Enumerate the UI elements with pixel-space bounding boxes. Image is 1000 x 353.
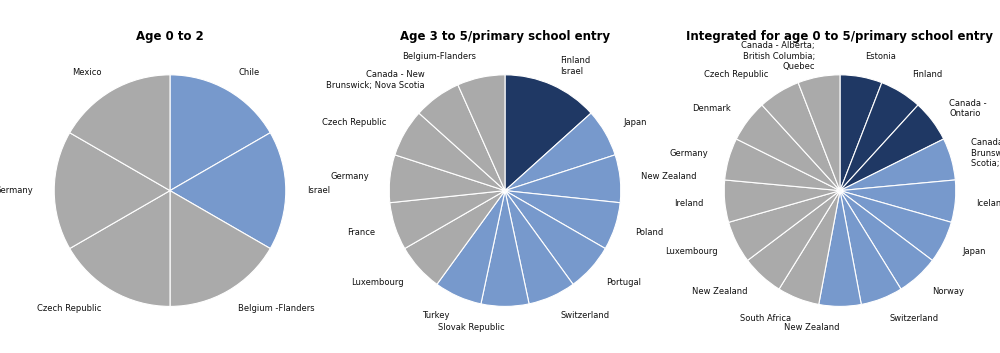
Text: Slovak Republic: Slovak Republic [438, 323, 505, 332]
Text: Czech Republic: Czech Republic [322, 118, 387, 127]
Wedge shape [748, 191, 840, 289]
Text: Belgium -Flanders: Belgium -Flanders [238, 304, 315, 313]
Wedge shape [724, 180, 840, 222]
Wedge shape [458, 75, 505, 191]
Text: South Africa: South Africa [740, 313, 791, 323]
Wedge shape [840, 191, 901, 304]
Text: Germany: Germany [0, 186, 33, 195]
Wedge shape [505, 191, 605, 284]
Text: Denmark: Denmark [692, 104, 731, 113]
Wedge shape [395, 113, 505, 191]
Wedge shape [729, 191, 840, 261]
Wedge shape [70, 191, 170, 306]
Wedge shape [736, 105, 840, 191]
Text: Czech Republic: Czech Republic [37, 304, 102, 313]
Text: Switzerland: Switzerland [889, 313, 938, 323]
Wedge shape [819, 191, 861, 306]
Wedge shape [390, 191, 505, 249]
Text: Chile: Chile [238, 68, 260, 77]
Text: Luxembourg: Luxembourg [665, 247, 718, 256]
Wedge shape [762, 83, 840, 191]
Wedge shape [779, 191, 840, 304]
Wedge shape [798, 75, 840, 191]
Text: Finland: Finland [912, 70, 942, 79]
Text: Germany: Germany [330, 172, 369, 181]
Wedge shape [840, 191, 951, 261]
Text: Canada -
Ontario: Canada - Ontario [949, 98, 987, 118]
Wedge shape [840, 83, 918, 191]
Title: Age 0 to 2: Age 0 to 2 [136, 30, 204, 43]
Text: Canada - Alberta;
British Columbia;
Quebec: Canada - Alberta; British Columbia; Queb… [741, 41, 815, 71]
Text: Poland: Poland [635, 228, 663, 237]
Text: Israel: Israel [307, 186, 330, 195]
Text: Canada - New
Brunswick; Nova
Scotia; Quebec: Canada - New Brunswick; Nova Scotia; Que… [971, 138, 1000, 168]
Text: Germany: Germany [670, 149, 709, 158]
Wedge shape [840, 139, 955, 191]
Wedge shape [170, 133, 286, 249]
Wedge shape [481, 191, 529, 306]
Wedge shape [437, 191, 505, 304]
Wedge shape [389, 155, 505, 203]
Text: New Zealand: New Zealand [641, 172, 696, 181]
Wedge shape [170, 191, 270, 306]
Text: Czech Republic: Czech Republic [704, 70, 768, 79]
Wedge shape [505, 75, 591, 191]
Wedge shape [54, 133, 170, 249]
Text: Estonia: Estonia [865, 52, 896, 61]
Text: Belgium-Flanders: Belgium-Flanders [403, 53, 477, 61]
Text: Japan: Japan [962, 247, 986, 256]
Wedge shape [70, 75, 170, 191]
Wedge shape [419, 85, 505, 191]
Wedge shape [505, 155, 621, 203]
Text: France: France [347, 228, 375, 237]
Wedge shape [840, 180, 956, 222]
Text: Portugal: Portugal [607, 277, 642, 287]
Text: Norway: Norway [932, 287, 964, 296]
Text: Finland
Israel: Finland Israel [561, 56, 591, 76]
Text: Switzerland: Switzerland [561, 311, 610, 320]
Wedge shape [505, 191, 573, 304]
Text: New Zealand: New Zealand [692, 287, 748, 296]
Text: Ireland: Ireland [675, 199, 704, 208]
Text: New Zealand: New Zealand [784, 323, 840, 332]
Wedge shape [840, 75, 882, 191]
Wedge shape [505, 191, 620, 249]
Wedge shape [505, 113, 615, 191]
Wedge shape [840, 191, 932, 289]
Wedge shape [405, 191, 505, 284]
Text: Canada - New
Brunswick; Nova Scotia: Canada - New Brunswick; Nova Scotia [326, 70, 425, 90]
Text: Iceland: Iceland [976, 199, 1000, 208]
Text: Luxembourg: Luxembourg [351, 277, 403, 287]
Wedge shape [725, 139, 840, 191]
Text: Japan: Japan [623, 118, 647, 127]
Text: Mexico: Mexico [72, 68, 102, 77]
Wedge shape [840, 105, 944, 191]
Text: Turkey: Turkey [422, 311, 449, 320]
Wedge shape [170, 75, 270, 191]
Title: Integrated for age 0 to 5/primary school entry: Integrated for age 0 to 5/primary school… [686, 30, 994, 43]
Title: Age 3 to 5/primary school entry: Age 3 to 5/primary school entry [400, 30, 610, 43]
